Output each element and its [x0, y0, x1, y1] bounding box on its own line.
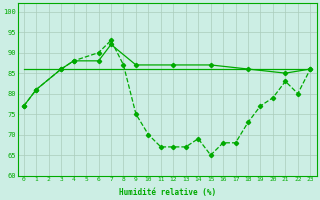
X-axis label: Humidité relative (%): Humidité relative (%): [118, 188, 216, 197]
